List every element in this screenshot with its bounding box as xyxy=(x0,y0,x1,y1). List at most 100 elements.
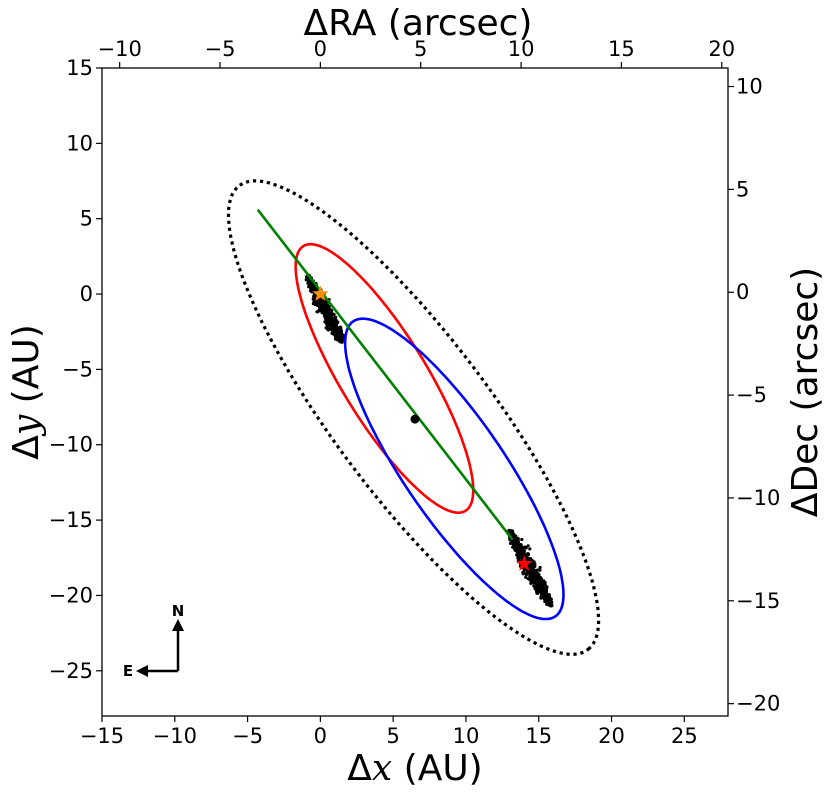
outer-orbit-ellipse xyxy=(226,179,601,656)
ra-tick-label: −5 xyxy=(205,37,236,61)
ra-tick-label: 5 xyxy=(414,37,427,61)
posterior-point xyxy=(513,537,517,541)
center-of-mass-dot xyxy=(410,414,420,424)
posterior-point xyxy=(510,531,515,535)
ra-tick-label: 15 xyxy=(608,37,635,61)
dec-tick-label: 10 xyxy=(736,75,763,99)
posterior-point xyxy=(341,335,345,339)
posterior-point xyxy=(313,293,317,297)
posterior-point xyxy=(317,305,322,309)
bottom-x-axis-title: Δx (AU) xyxy=(347,748,482,789)
bottom-x-axis: −15 −10 −5 0 5 10 15 20 25 xyxy=(80,716,698,748)
posterior-point xyxy=(527,557,531,561)
posterior-point xyxy=(536,577,540,581)
posterior-point xyxy=(528,563,532,567)
posterior-point xyxy=(522,567,526,571)
y-tick-label: −15 xyxy=(49,508,93,532)
x-tick-label: 25 xyxy=(671,724,698,748)
posterior-point xyxy=(336,327,340,331)
y-tick-label: −25 xyxy=(49,659,93,683)
right-dec-axis: −20 −15 −10 −5 0 5 10 xyxy=(728,75,780,716)
dec-tick-label: 0 xyxy=(736,280,749,304)
east-label: E xyxy=(123,662,133,680)
plot-frame xyxy=(101,67,729,717)
ra-tick-label: 20 xyxy=(708,37,735,61)
x-tick-label: −10 xyxy=(153,724,197,748)
x-tick-label: 15 xyxy=(525,724,552,748)
posterior-point xyxy=(543,581,547,585)
posterior-point xyxy=(547,601,552,605)
posterior-point xyxy=(319,309,324,313)
posterior-point xyxy=(518,551,523,555)
posterior-point xyxy=(338,325,342,329)
posterior-point xyxy=(533,587,537,591)
posterior-point xyxy=(320,302,324,306)
posterior-point xyxy=(338,335,342,339)
posterior-point xyxy=(524,575,528,580)
posterior-point xyxy=(526,544,530,548)
posterior-point xyxy=(529,579,533,583)
ra-tick-label: 0 xyxy=(314,37,327,61)
posterior-point xyxy=(329,327,333,331)
y-tick-label: 5 xyxy=(80,207,93,231)
star-marker xyxy=(516,555,533,571)
posterior-point xyxy=(545,585,549,589)
posterior-point xyxy=(336,332,340,336)
plot-area xyxy=(226,179,601,656)
posterior-point xyxy=(536,580,540,585)
posterior-point xyxy=(324,326,328,330)
y-tick-label: −5 xyxy=(62,357,93,381)
posterior-point xyxy=(533,570,537,574)
y-tick-label: 10 xyxy=(66,131,93,155)
posterior-point xyxy=(540,588,544,592)
dec-tick-label: −10 xyxy=(736,486,780,510)
x-tick-label: −15 xyxy=(80,724,124,748)
dec-tick-label: −15 xyxy=(736,589,780,613)
posterior-point xyxy=(518,545,522,549)
north-arrowhead xyxy=(172,619,184,631)
x-tick-label: 20 xyxy=(598,724,625,748)
posterior-point xyxy=(319,299,323,304)
posterior-point xyxy=(533,564,537,569)
ra-tick-label: 10 xyxy=(508,37,535,61)
east-arrowhead xyxy=(136,665,148,677)
x-tick-label: −5 xyxy=(232,724,263,748)
posterior-point xyxy=(531,567,535,571)
posterior-point xyxy=(333,334,337,338)
posterior-point xyxy=(335,321,340,325)
dec-tick-label: −20 xyxy=(736,692,780,716)
posterior-point xyxy=(514,549,518,553)
posterior-point xyxy=(308,288,313,293)
posterior-point xyxy=(528,547,532,551)
y-tick-label: −20 xyxy=(49,583,93,607)
right-dec-axis-title: ΔDec (arcsec) xyxy=(785,267,826,517)
posterior-point xyxy=(336,337,340,341)
y-tick-label: 15 xyxy=(66,56,93,80)
posterior-point xyxy=(324,308,329,312)
x-tick-label: 5 xyxy=(386,724,399,748)
dec-tick-label: −5 xyxy=(736,383,767,407)
posterior-point xyxy=(544,598,548,602)
y-tick-label: 0 xyxy=(80,282,93,306)
posterior-point xyxy=(540,585,544,590)
posterior-point xyxy=(544,588,548,592)
posterior-point xyxy=(520,537,524,542)
posterior-point xyxy=(516,547,520,551)
posterior-point xyxy=(528,569,533,573)
posterior-point xyxy=(526,552,530,556)
ra-tick-label: −10 xyxy=(97,37,141,61)
posterior-point xyxy=(514,541,518,545)
posterior-point xyxy=(536,587,540,591)
posterior-point xyxy=(520,555,524,559)
plot-marks xyxy=(226,179,601,656)
posterior-point xyxy=(532,584,536,588)
posterior-point xyxy=(546,596,550,601)
left-y-axis-title: Δy (AU) xyxy=(6,324,47,460)
posterior-point xyxy=(311,302,315,306)
posterior-point xyxy=(538,565,542,570)
posterior-point xyxy=(508,541,513,546)
dec-tick-label: 5 xyxy=(736,177,749,201)
posterior-point xyxy=(325,303,330,307)
posterior-point xyxy=(524,573,529,577)
